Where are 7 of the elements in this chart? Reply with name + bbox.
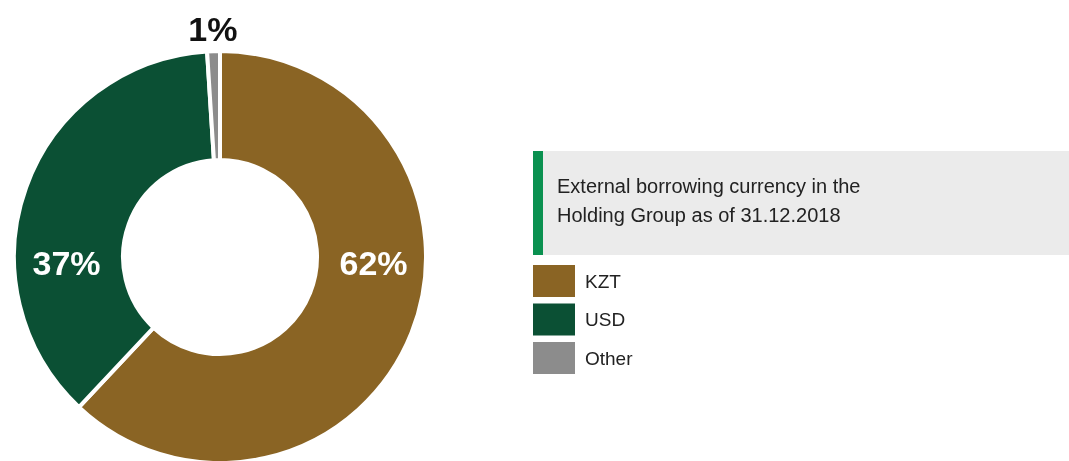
legend-label: KZT	[585, 270, 622, 292]
legend-label: Other	[585, 347, 634, 369]
text: External borrowing currency in the Holding Group as of 31.12.2018	[557, 175, 861, 226]
legend-label: USD	[585, 309, 626, 330]
data-label: 1%	[188, 10, 238, 49]
data-label: 62%	[339, 244, 408, 282]
data-label: 37%	[32, 244, 101, 282]
